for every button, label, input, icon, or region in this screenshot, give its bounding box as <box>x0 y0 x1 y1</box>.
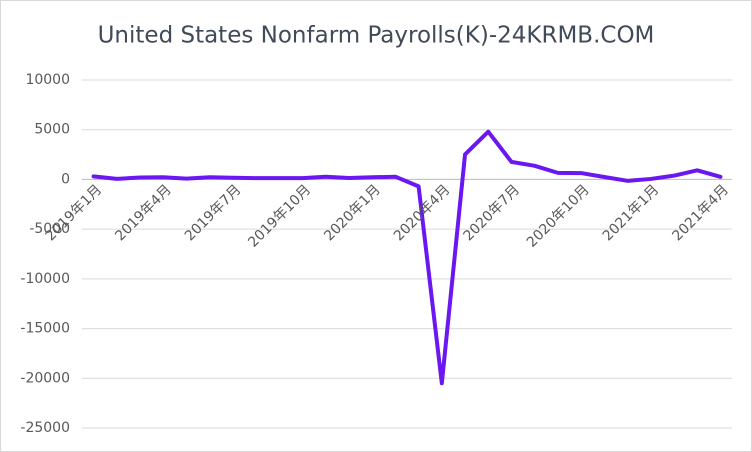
y-tick-label: -25000 <box>20 420 70 436</box>
y-tick-label: 5000 <box>34 122 70 138</box>
y-tick-label: -5000 <box>29 221 70 237</box>
chart-title: United States Nonfarm Payrolls(K)-24KRMB… <box>98 23 655 49</box>
y-tick-label: -15000 <box>20 321 70 337</box>
y-tick-label: -20000 <box>20 370 70 386</box>
line-series <box>91 129 723 386</box>
y-tick-label: 0 <box>61 171 70 187</box>
y-tick-label: 10000 <box>25 72 70 88</box>
y-tick-label: -10000 <box>20 271 70 287</box>
plot <box>91 129 723 386</box>
